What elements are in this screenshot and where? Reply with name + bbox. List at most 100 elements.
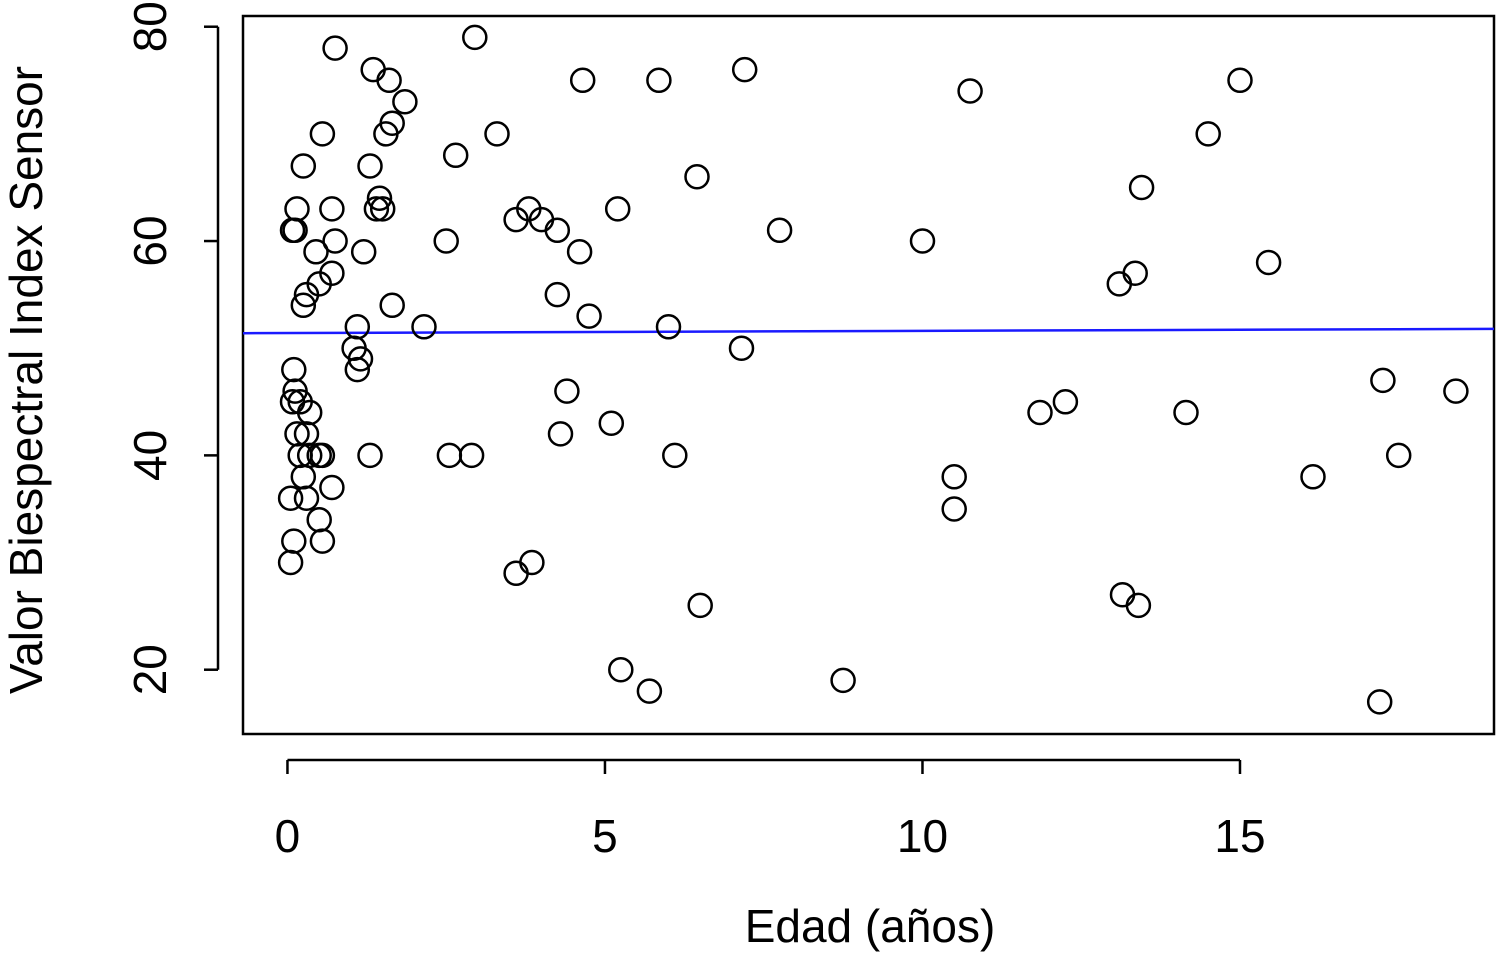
data-point bbox=[566, 239, 593, 265]
data-point bbox=[646, 67, 672, 94]
data-point bbox=[290, 464, 317, 490]
data-point bbox=[576, 303, 602, 329]
data-point bbox=[1027, 399, 1053, 426]
plot-frame bbox=[241, 14, 1496, 736]
data-point bbox=[366, 185, 393, 211]
data-point bbox=[376, 67, 402, 94]
data-point bbox=[1300, 464, 1326, 490]
data-point bbox=[319, 474, 345, 501]
data-point bbox=[684, 163, 710, 190]
trend-line bbox=[242, 327, 1495, 335]
data-point bbox=[636, 678, 663, 704]
data-point bbox=[1195, 121, 1221, 147]
y-axis-title: Valor Biespectral Index Sensor bbox=[0, 66, 52, 694]
data-point bbox=[1370, 367, 1396, 394]
data-point bbox=[281, 528, 307, 554]
data-point bbox=[503, 206, 529, 233]
data-point bbox=[608, 656, 634, 683]
x-tick-label: 5 bbox=[592, 810, 618, 862]
data-point bbox=[1443, 378, 1469, 404]
data-point bbox=[436, 442, 463, 469]
data-point bbox=[357, 153, 383, 179]
y-tick-label: 20 bbox=[124, 644, 176, 695]
data-point bbox=[766, 217, 793, 244]
data-point bbox=[303, 239, 329, 265]
data-point bbox=[554, 378, 580, 404]
y-tick-label: 80 bbox=[124, 1, 176, 52]
data-point bbox=[309, 121, 336, 147]
data-point bbox=[350, 239, 377, 265]
data-point bbox=[544, 281, 571, 308]
data-point bbox=[1385, 442, 1412, 469]
data-point bbox=[458, 442, 485, 469]
data-point bbox=[544, 217, 571, 244]
data-point bbox=[322, 35, 348, 61]
data-point bbox=[1125, 592, 1152, 619]
data-point bbox=[957, 78, 983, 104]
data-point bbox=[319, 196, 345, 222]
data-point bbox=[1366, 689, 1393, 715]
data-point bbox=[344, 356, 371, 383]
y-tick-label: 40 bbox=[124, 430, 176, 481]
data-point bbox=[547, 421, 574, 447]
data-point bbox=[830, 667, 856, 694]
data-point bbox=[598, 410, 625, 436]
data-point bbox=[379, 292, 405, 319]
y-tick-label: 60 bbox=[124, 215, 176, 266]
data-point bbox=[731, 56, 758, 83]
x-tick-label: 15 bbox=[1214, 810, 1265, 862]
data-point bbox=[442, 142, 469, 169]
data-point bbox=[941, 464, 967, 490]
data-point bbox=[411, 314, 437, 340]
data-point bbox=[363, 196, 390, 222]
x-tick-label: 10 bbox=[897, 810, 948, 862]
x-axis: 0 5 10 15 bbox=[275, 758, 1266, 862]
data-point bbox=[369, 196, 396, 222]
data-point bbox=[519, 549, 545, 576]
data-point bbox=[284, 196, 310, 222]
data-point bbox=[357, 442, 383, 469]
data-point bbox=[604, 196, 631, 222]
x-axis-title: Edad (años) bbox=[745, 900, 996, 952]
data-point bbox=[360, 56, 386, 83]
data-point bbox=[281, 356, 307, 383]
data-point bbox=[503, 560, 529, 587]
data-point bbox=[277, 549, 304, 576]
data-point bbox=[1052, 389, 1079, 415]
data-point bbox=[728, 335, 755, 361]
points-group bbox=[277, 24, 1469, 715]
y-axis: 20 40 60 80 bbox=[124, 1, 220, 695]
data-point bbox=[909, 228, 936, 254]
data-point bbox=[1255, 249, 1282, 276]
data-point bbox=[277, 485, 304, 511]
data-point bbox=[941, 496, 967, 522]
data-point bbox=[290, 292, 317, 319]
data-point bbox=[282, 217, 308, 244]
data-point bbox=[1122, 260, 1148, 286]
data-point bbox=[687, 592, 713, 619]
data-point bbox=[322, 228, 348, 254]
data-point bbox=[309, 528, 336, 554]
data-point bbox=[347, 346, 374, 372]
data-point bbox=[1109, 581, 1136, 608]
data-point bbox=[484, 121, 510, 147]
data-point bbox=[293, 485, 320, 511]
data-point bbox=[306, 506, 332, 533]
data-point bbox=[293, 281, 320, 308]
data-point bbox=[290, 153, 317, 179]
data-point bbox=[373, 121, 399, 147]
data-point bbox=[309, 442, 336, 469]
data-point bbox=[655, 314, 682, 340]
data-point bbox=[1227, 67, 1253, 94]
data-point bbox=[344, 314, 371, 340]
data-point bbox=[462, 24, 488, 51]
data-point bbox=[569, 67, 596, 94]
x-tick-label: 0 bbox=[275, 810, 301, 862]
data-point bbox=[1173, 399, 1199, 426]
data-point bbox=[392, 88, 418, 115]
data-point bbox=[662, 442, 688, 469]
data-point bbox=[433, 228, 459, 254]
data-point bbox=[1128, 174, 1155, 201]
data-point bbox=[1106, 271, 1133, 297]
